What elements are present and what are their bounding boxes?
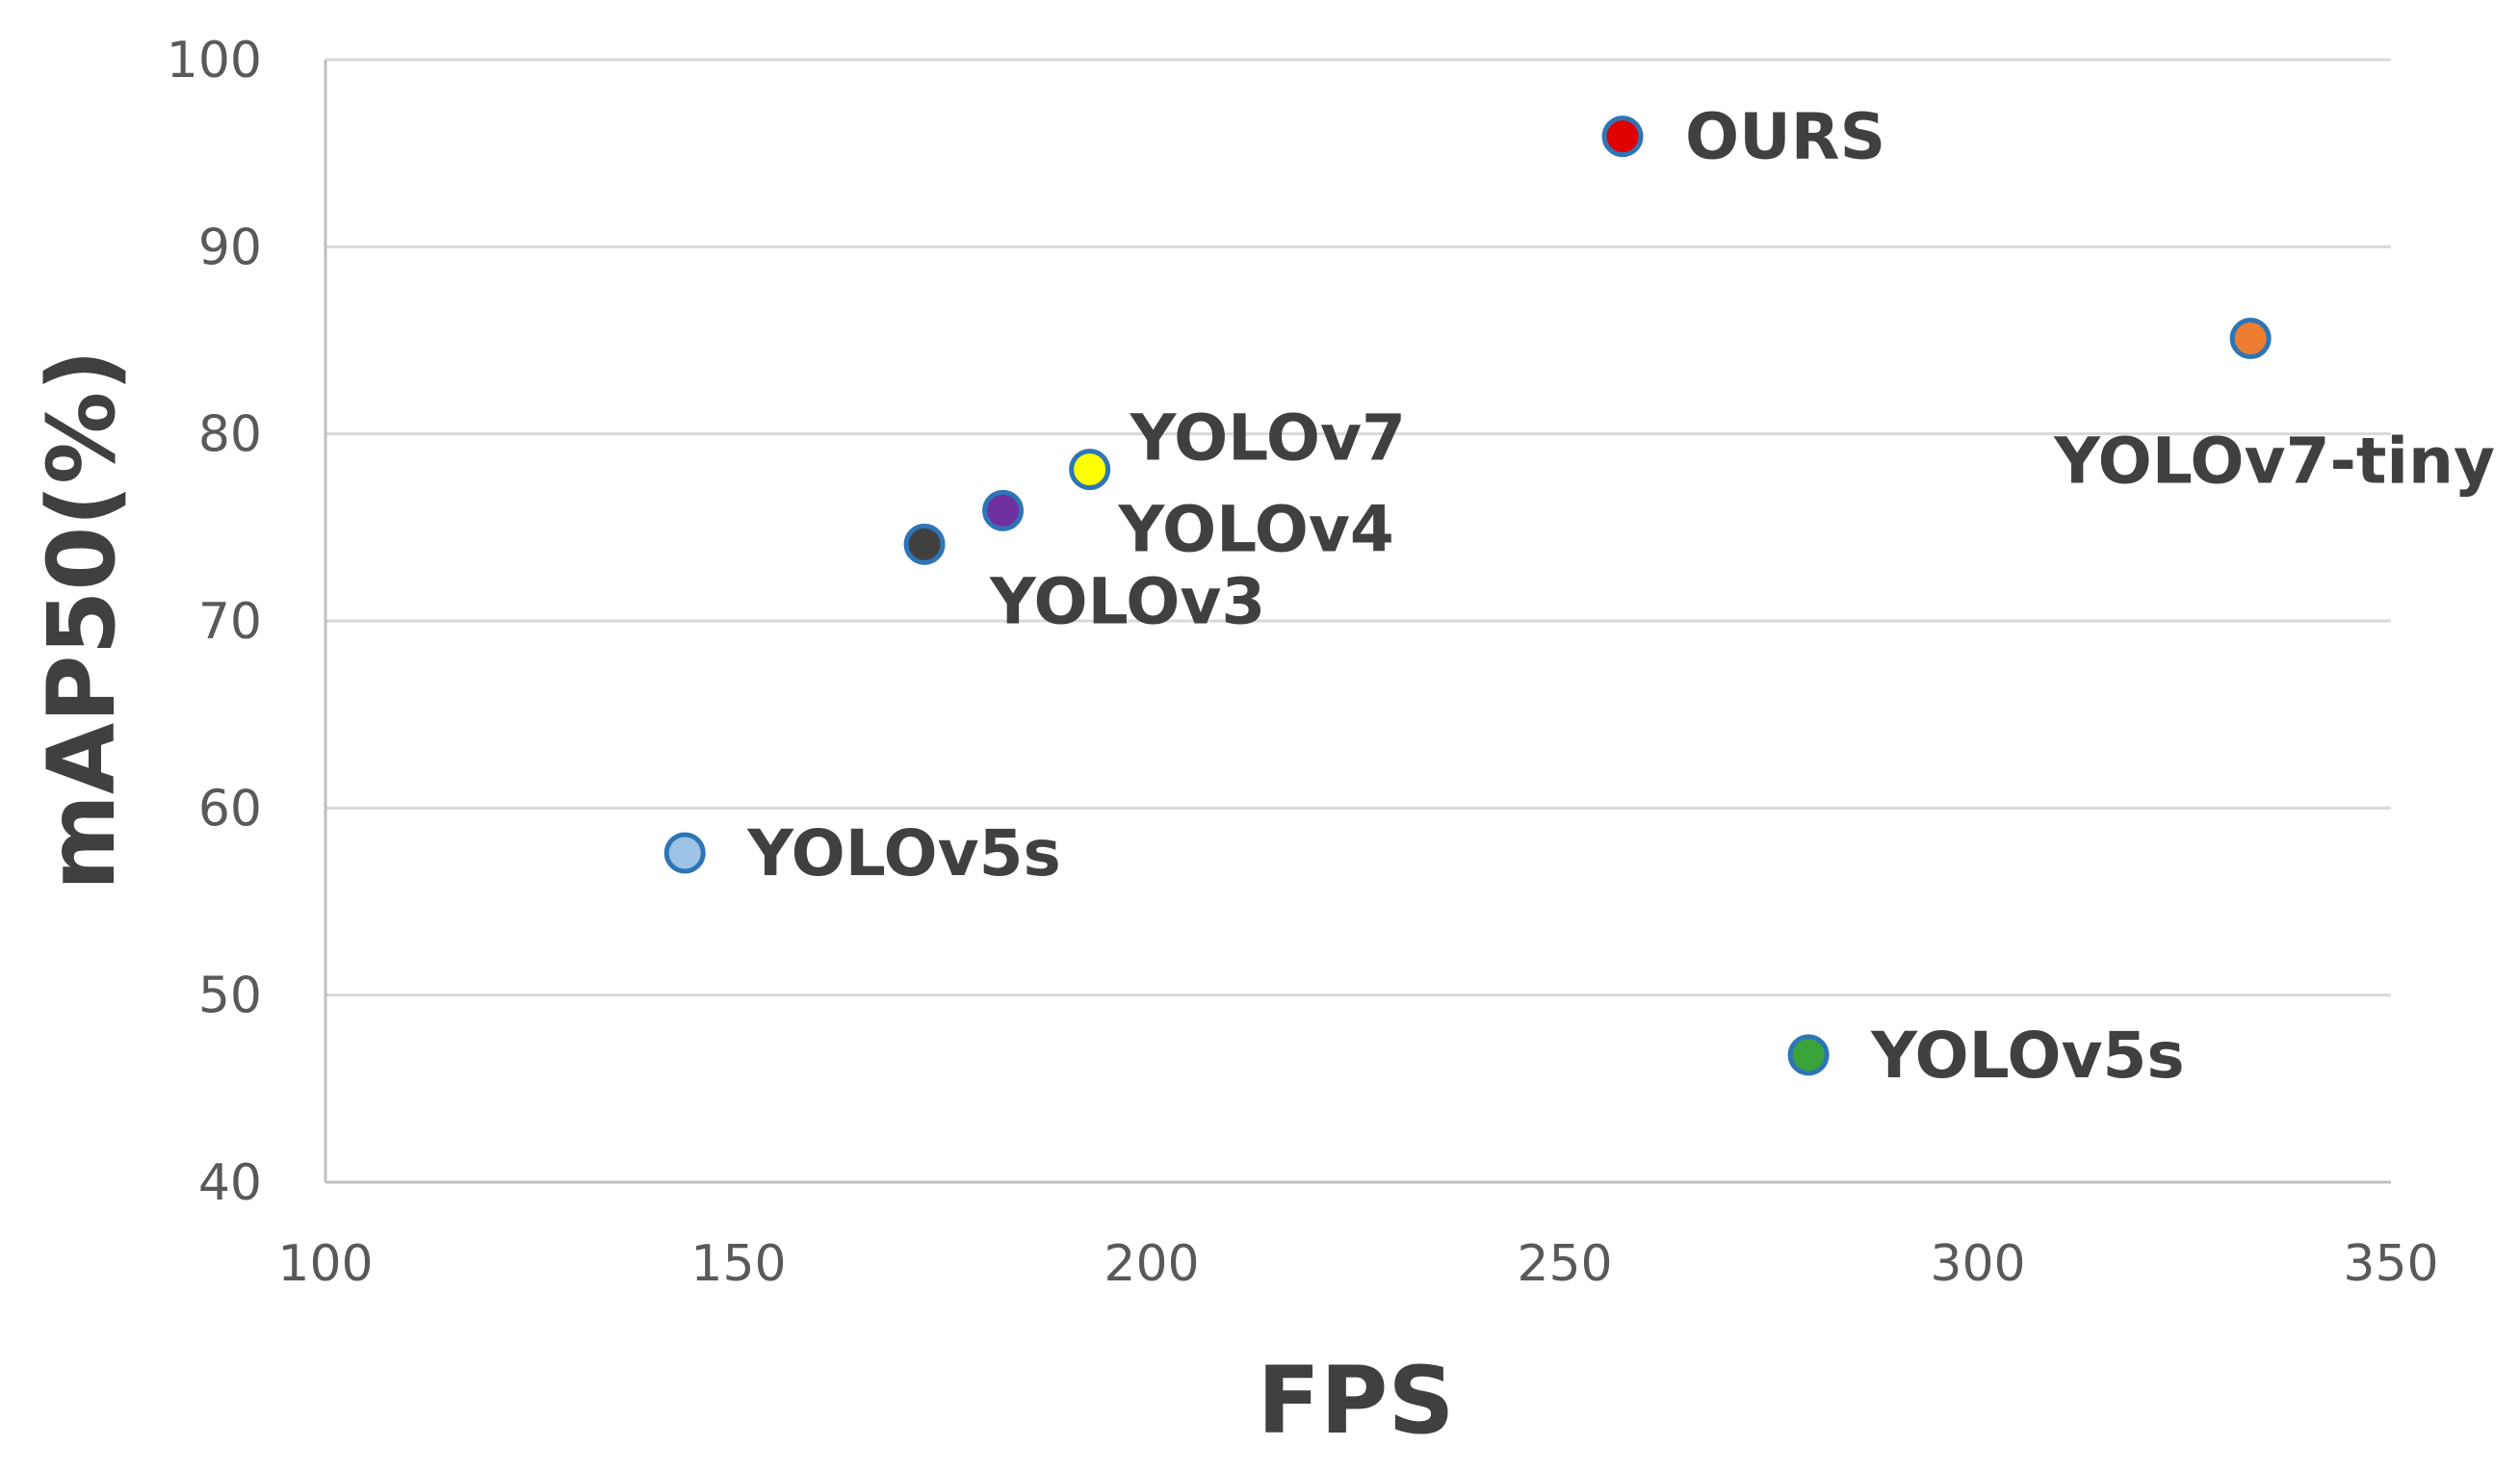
point-label: YOLOv3 <box>989 564 1265 638</box>
data-point <box>2229 318 2272 360</box>
x-axis-title: FPS <box>1257 1347 1454 1455</box>
point-label: YOLOv5s <box>746 816 1061 891</box>
x-tick-label: 350 <box>2343 1235 2438 1293</box>
x-tick-label: 300 <box>1930 1235 2025 1293</box>
data-point <box>663 832 706 874</box>
data-points <box>663 116 2272 1076</box>
y-tick-label: 100 <box>167 32 262 90</box>
axes <box>324 60 2391 1184</box>
data-point <box>982 489 1025 531</box>
point-label: YOLOv7 <box>1130 401 1406 476</box>
y-tick-label: 60 <box>198 780 262 838</box>
point-label: OURS <box>1685 100 1885 174</box>
y-tick-label: 50 <box>198 968 262 1025</box>
data-point <box>1069 449 1111 491</box>
y-tick-label: 80 <box>198 406 262 464</box>
x-tick-label: 200 <box>1104 1235 1199 1293</box>
x-tick-label: 250 <box>1517 1235 1612 1293</box>
point-label: YOLOv5s <box>1870 1019 2185 1093</box>
y-tick-label: 40 <box>198 1154 262 1212</box>
x-tick-label: 150 <box>690 1235 786 1293</box>
y-tick-label: 90 <box>198 219 262 276</box>
data-point <box>1601 116 1644 158</box>
y-tick-label: 70 <box>198 593 262 651</box>
gridlines <box>325 58 2391 997</box>
data-point <box>903 523 946 565</box>
x-tick-label: 100 <box>277 1235 373 1293</box>
tick-labels: 40 50 60 70 80 90 100 100 150 200 250 300 350 <box>167 32 2439 1293</box>
point-label: YOLOv7-tiny <box>2053 425 2495 499</box>
y-axis-title: mAP50(%) <box>28 349 136 891</box>
point-label: YOLOv4 <box>1118 492 1394 566</box>
data-point <box>1787 1034 1830 1076</box>
